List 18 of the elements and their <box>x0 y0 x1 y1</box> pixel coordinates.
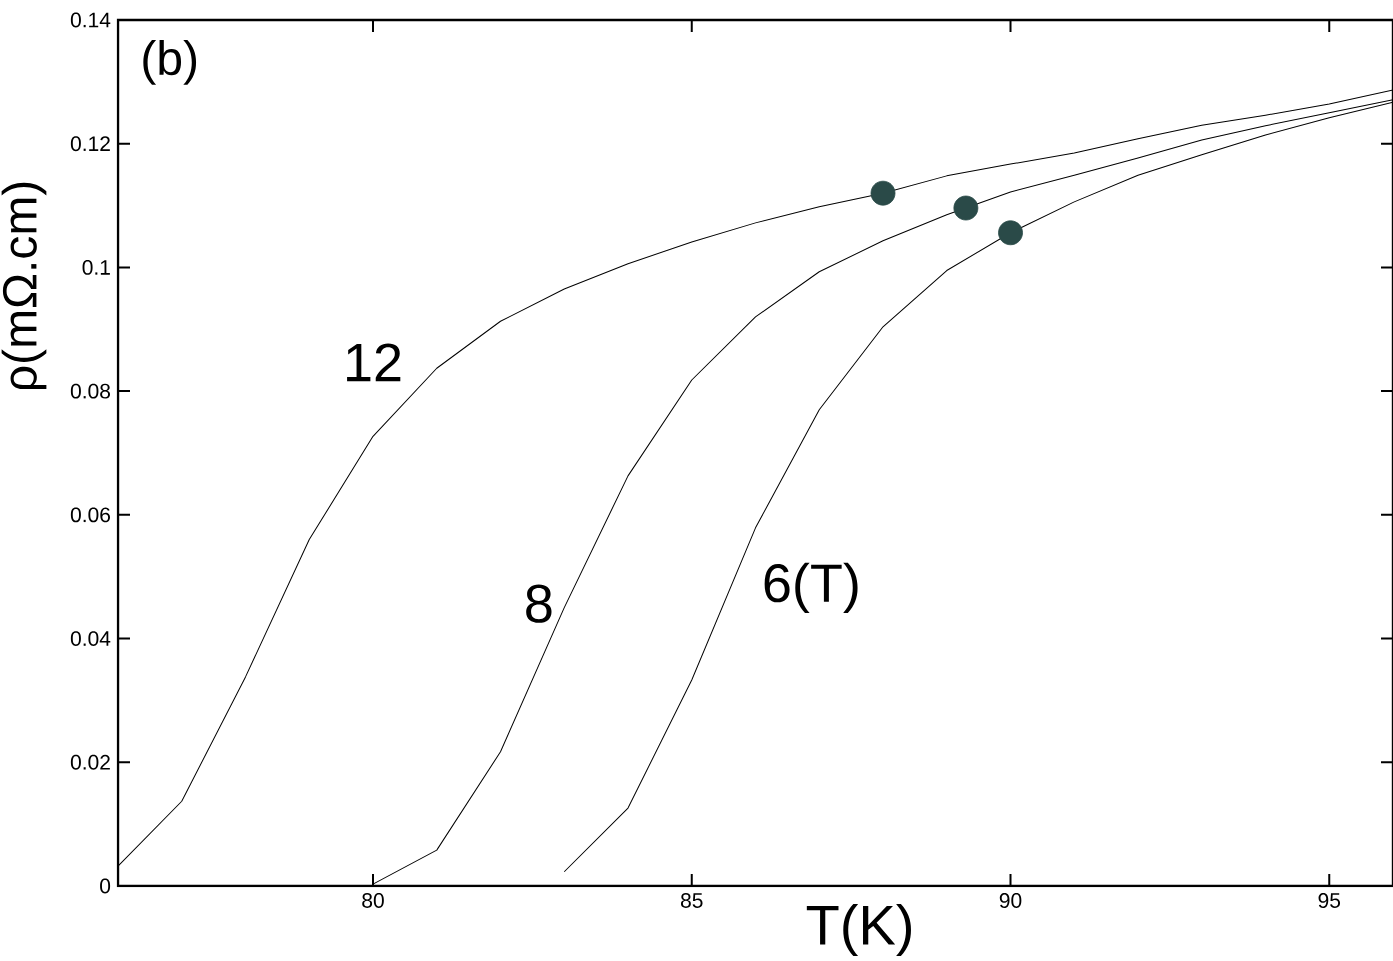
x-tick-label: 90 <box>999 893 1022 908</box>
series-label: 6(T) <box>764 562 858 613</box>
x-axis-title: T(K) <box>806 903 911 957</box>
series-label: 12 <box>347 343 401 382</box>
y-tick-label: 0.08 <box>70 383 111 399</box>
y-tick-label: 0.06 <box>70 507 111 523</box>
y-tick-label: 0.02 <box>70 754 110 770</box>
annotation: (b) <box>143 40 197 85</box>
x-tick-label: 80 <box>362 893 384 908</box>
x-tick-label: 95 <box>1318 893 1341 908</box>
x-tick-label: 85 <box>680 893 703 908</box>
y-tick-label: 0.12 <box>70 136 110 152</box>
y-axis-title: ρ(mΩ.cm) <box>1 182 47 390</box>
y-tick-label: 0.14 <box>70 12 111 28</box>
y-tick-label: 0 <box>100 878 111 894</box>
series-label: 8 <box>526 584 552 623</box>
y-tick-label: 0.1 <box>82 259 110 275</box>
y-tick-label: 0.04 <box>70 631 111 646</box>
